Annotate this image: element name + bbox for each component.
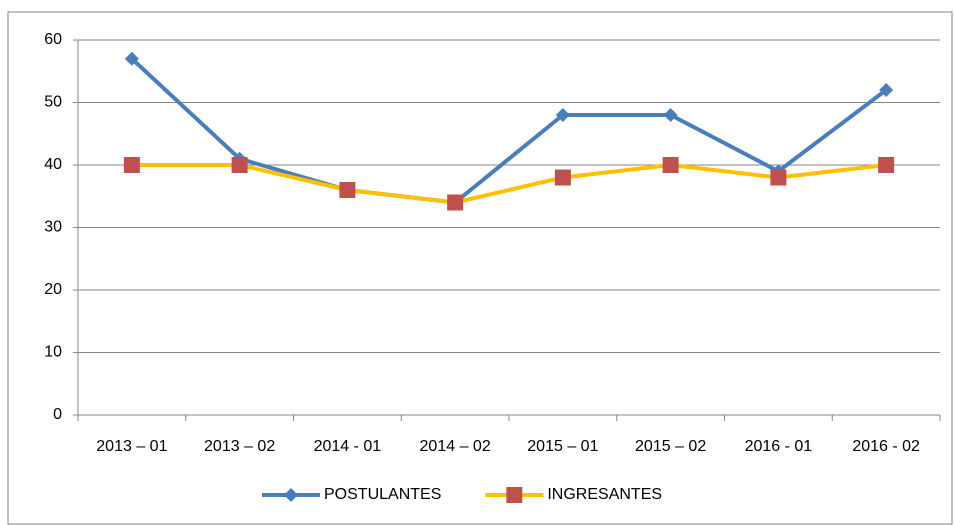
x-tick-label: 2014 - 01 (314, 438, 382, 455)
chart-frame (7, 11, 953, 525)
y-tick-label: 10 (44, 344, 62, 361)
y-tick-label: 50 (44, 94, 62, 111)
y-tick-label: 40 (44, 156, 62, 173)
series-line (131, 163, 887, 205)
x-tick-label: 2015 – 01 (527, 438, 598, 455)
series-line (130, 57, 888, 205)
data-point (878, 157, 895, 173)
x-tick-label: 2016 - 02 (852, 438, 920, 455)
data-point (339, 182, 356, 198)
y-tick-label: 30 (44, 219, 62, 236)
data-point (662, 157, 679, 173)
data-point (555, 108, 570, 122)
data-point (554, 169, 571, 186)
legend-marker (284, 488, 298, 502)
data-point (231, 157, 248, 173)
data-point (879, 83, 894, 97)
x-tick-label: 2013 – 01 (96, 438, 167, 455)
legend-marker (506, 487, 523, 503)
data-point (124, 51, 139, 66)
data-point (770, 169, 787, 186)
data-point (447, 194, 464, 211)
x-tick-label: 2013 – 02 (204, 438, 275, 455)
y-tick-label: 60 (44, 31, 62, 48)
x-tick-label: 2015 – 02 (635, 438, 706, 455)
y-tick-label: 20 (44, 281, 62, 298)
y-tick-label: 0 (53, 406, 62, 423)
x-tick-label: 2014 – 02 (420, 438, 491, 455)
legend-label: POSTULANTES (324, 486, 441, 503)
x-tick-label: 2016 - 01 (745, 438, 813, 455)
legend-label: INGRESANTES (547, 486, 662, 503)
data-point (123, 157, 140, 173)
data-point (663, 108, 678, 122)
